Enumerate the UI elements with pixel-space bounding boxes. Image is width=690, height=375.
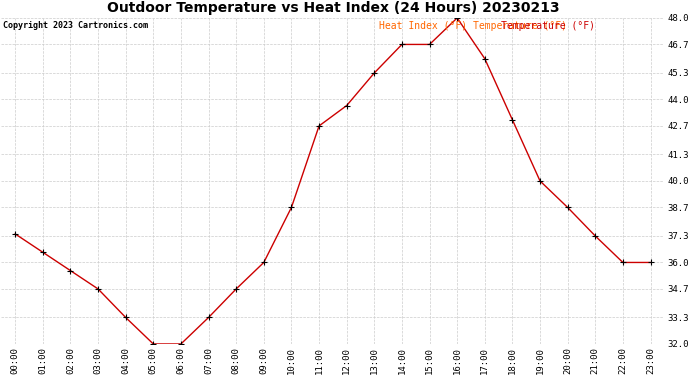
Text: Copyright 2023 Cartronics.com: Copyright 2023 Cartronics.com (3, 21, 148, 30)
Text: Temperature (°F): Temperature (°F) (501, 21, 595, 31)
Title: Outdoor Temperature vs Heat Index (24 Hours) 20230213: Outdoor Temperature vs Heat Index (24 Ho… (106, 2, 559, 15)
Text: Heat Index (°F) Temperature (°F): Heat Index (°F) Temperature (°F) (380, 21, 567, 31)
